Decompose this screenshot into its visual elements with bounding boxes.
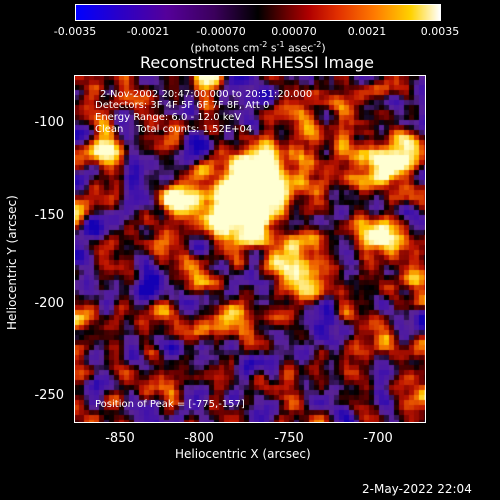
y-tick-label: -200 bbox=[34, 296, 64, 311]
colorbar-unit-label: (photons cm-2 s-1 asec-2) bbox=[190, 40, 326, 55]
y-tick-label: -250 bbox=[34, 388, 64, 403]
colorbar-tick-3: 0.00070 bbox=[271, 25, 317, 38]
rhessi-image-canvas bbox=[74, 75, 426, 423]
y-tick-label: -150 bbox=[34, 208, 64, 223]
time-range-text: 2-Nov-2002 20:47:00.000 to 20:51:20.000 bbox=[100, 89, 313, 100]
image-title: Reconstructed RHESSI Image bbox=[140, 53, 374, 72]
y-axis-label: Heliocentric Y (arcsec) bbox=[5, 195, 19, 330]
colorbar-tick-2: -0.00070 bbox=[196, 25, 246, 38]
detectors-text: Detectors: 3F 4F 5F 6F 7F 8F, Att 0 bbox=[95, 100, 270, 111]
colorbar-tick-1: -0.0021 bbox=[126, 25, 170, 38]
x-tick-label: -850 bbox=[105, 431, 135, 446]
footer-timestamp: 2-May-2022 22:04 bbox=[362, 482, 472, 496]
colorbar bbox=[75, 4, 441, 21]
colorbar-tick-5: 0.0035 bbox=[420, 25, 460, 38]
colorbar-tick-0: -0.0035 bbox=[53, 25, 97, 38]
x-tick-label: -700 bbox=[363, 431, 393, 446]
clean-counts-text: Clean Total counts: 1.52E+04 bbox=[95, 124, 253, 135]
x-tick-label: -800 bbox=[184, 431, 214, 446]
energy-range-text: Energy Range: 6.0 - 12.0 keV bbox=[95, 112, 242, 123]
colorbar-tick-4: 0.0021 bbox=[347, 25, 387, 38]
peak-position-text: Position of Peak = [-775,-157] bbox=[95, 399, 245, 410]
x-axis-label: Heliocentric X (arcsec) bbox=[175, 447, 311, 461]
solar-image bbox=[74, 75, 426, 423]
y-tick-label: -100 bbox=[34, 115, 64, 130]
x-tick-label: -750 bbox=[274, 431, 304, 446]
